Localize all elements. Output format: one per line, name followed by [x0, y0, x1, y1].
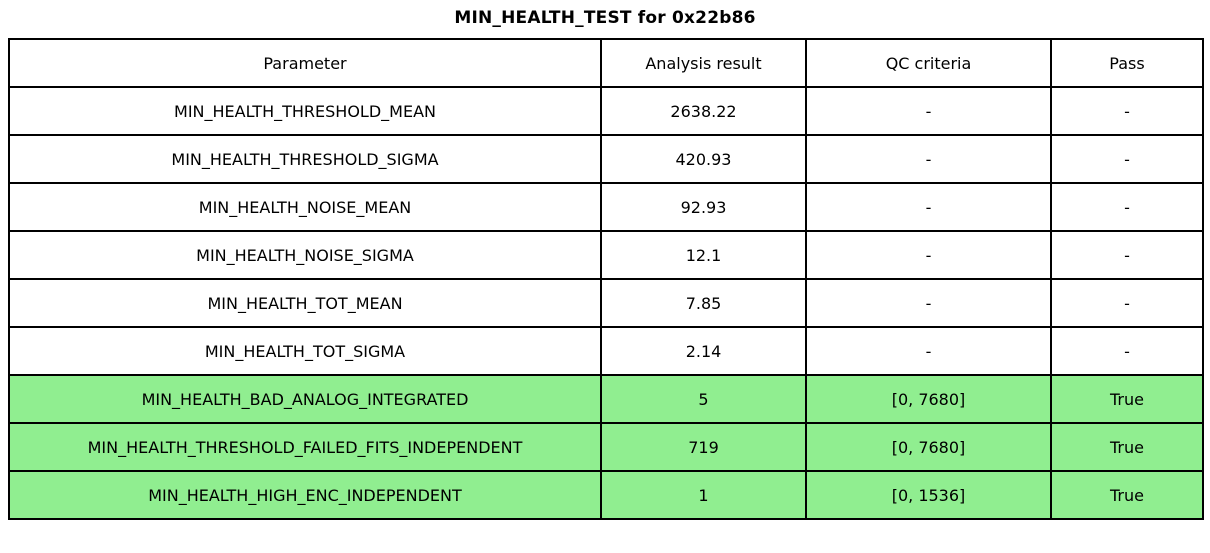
table-row: MIN_HEALTH_HIGH_ENC_INDEPENDENT 1 [0, 1536…	[8, 470, 1204, 520]
cell-result: 92.93	[600, 182, 807, 232]
column-header: Analysis result	[600, 38, 807, 88]
cell-qc: -	[805, 230, 1052, 280]
cell-pass: -	[1050, 86, 1204, 136]
cell-qc: -	[805, 182, 1052, 232]
table-row: MIN_HEALTH_BAD_ANALOG_INTEGRATED 5 [0, 768…	[8, 374, 1204, 424]
table-row: MIN_HEALTH_NOISE_MEAN 92.93- -	[8, 182, 1204, 232]
cell-qc: -	[805, 278, 1052, 328]
cell-parameter: MIN_HEALTH_THRESHOLD_FAILED_FITS_INDEPEN…	[8, 422, 602, 472]
table-body: MIN_HEALTH_THRESHOLD_MEAN 2638.22- - MIN_HE…	[8, 86, 1204, 520]
column-header: Pass	[1050, 38, 1204, 88]
cell-pass: True	[1050, 422, 1204, 472]
cell-result: 420.93	[600, 134, 807, 184]
cell-result: 12.1	[600, 230, 807, 280]
header-row: Parameter Analysis result QC criteria Pass	[8, 38, 1204, 88]
table-row: MIN_HEALTH_TOT_MEAN 7.85- -	[8, 278, 1204, 328]
table-row: MIN_HEALTH_NOISE_SIGMA 12.1- -	[8, 230, 1204, 280]
cell-result: 1	[600, 470, 807, 520]
cell-parameter: MIN_HEALTH_NOISE_MEAN	[8, 182, 602, 232]
table-row: MIN_HEALTH_TOT_SIGMA 2.14- -	[8, 326, 1204, 376]
cell-parameter: MIN_HEALTH_BAD_ANALOG_INTEGRATED	[8, 374, 602, 424]
qc-results-table: Parameter Analysis result QC criteria Pass …	[8, 38, 1204, 520]
cell-parameter: MIN_HEALTH_TOT_MEAN	[8, 278, 602, 328]
column-header: QC criteria	[805, 38, 1052, 88]
column-header: Parameter	[8, 38, 602, 88]
cell-result: 2.14	[600, 326, 807, 376]
page-title: MIN_HEALTH_TEST for 0x22b86	[454, 8, 756, 28]
cell-qc: -	[805, 134, 1052, 184]
cell-pass: -	[1050, 182, 1204, 232]
table-row: MIN_HEALTH_THRESHOLD_MEAN 2638.22- -	[8, 86, 1204, 136]
table-row: MIN_HEALTH_THRESHOLD_SIGMA 420.93- -	[8, 134, 1204, 184]
cell-qc: [0, 1536]	[805, 470, 1052, 520]
cell-pass: True	[1050, 374, 1204, 424]
cell-pass: -	[1050, 134, 1204, 184]
cell-parameter: MIN_HEALTH_HIGH_ENC_INDEPENDENT	[8, 470, 602, 520]
cell-parameter: MIN_HEALTH_THRESHOLD_SIGMA	[8, 134, 602, 184]
cell-parameter: MIN_HEALTH_TOT_SIGMA	[8, 326, 602, 376]
cell-qc: -	[805, 86, 1052, 136]
table-row: MIN_HEALTH_THRESHOLD_FAILED_FITS_INDEPEN…	[8, 422, 1204, 472]
cell-pass: -	[1050, 326, 1204, 376]
cell-result: 7.85	[600, 278, 807, 328]
cell-pass: -	[1050, 278, 1204, 328]
cell-result: 719	[600, 422, 807, 472]
cell-pass: -	[1050, 230, 1204, 280]
cell-result: 5	[600, 374, 807, 424]
cell-qc: -	[805, 326, 1052, 376]
cell-qc: [0, 7680]	[805, 374, 1052, 424]
cell-qc: [0, 7680]	[805, 422, 1052, 472]
cell-parameter: MIN_HEALTH_NOISE_SIGMA	[8, 230, 602, 280]
cell-result: 2638.22	[600, 86, 807, 136]
cell-pass: True	[1050, 470, 1204, 520]
cell-parameter: MIN_HEALTH_THRESHOLD_MEAN	[8, 86, 602, 136]
